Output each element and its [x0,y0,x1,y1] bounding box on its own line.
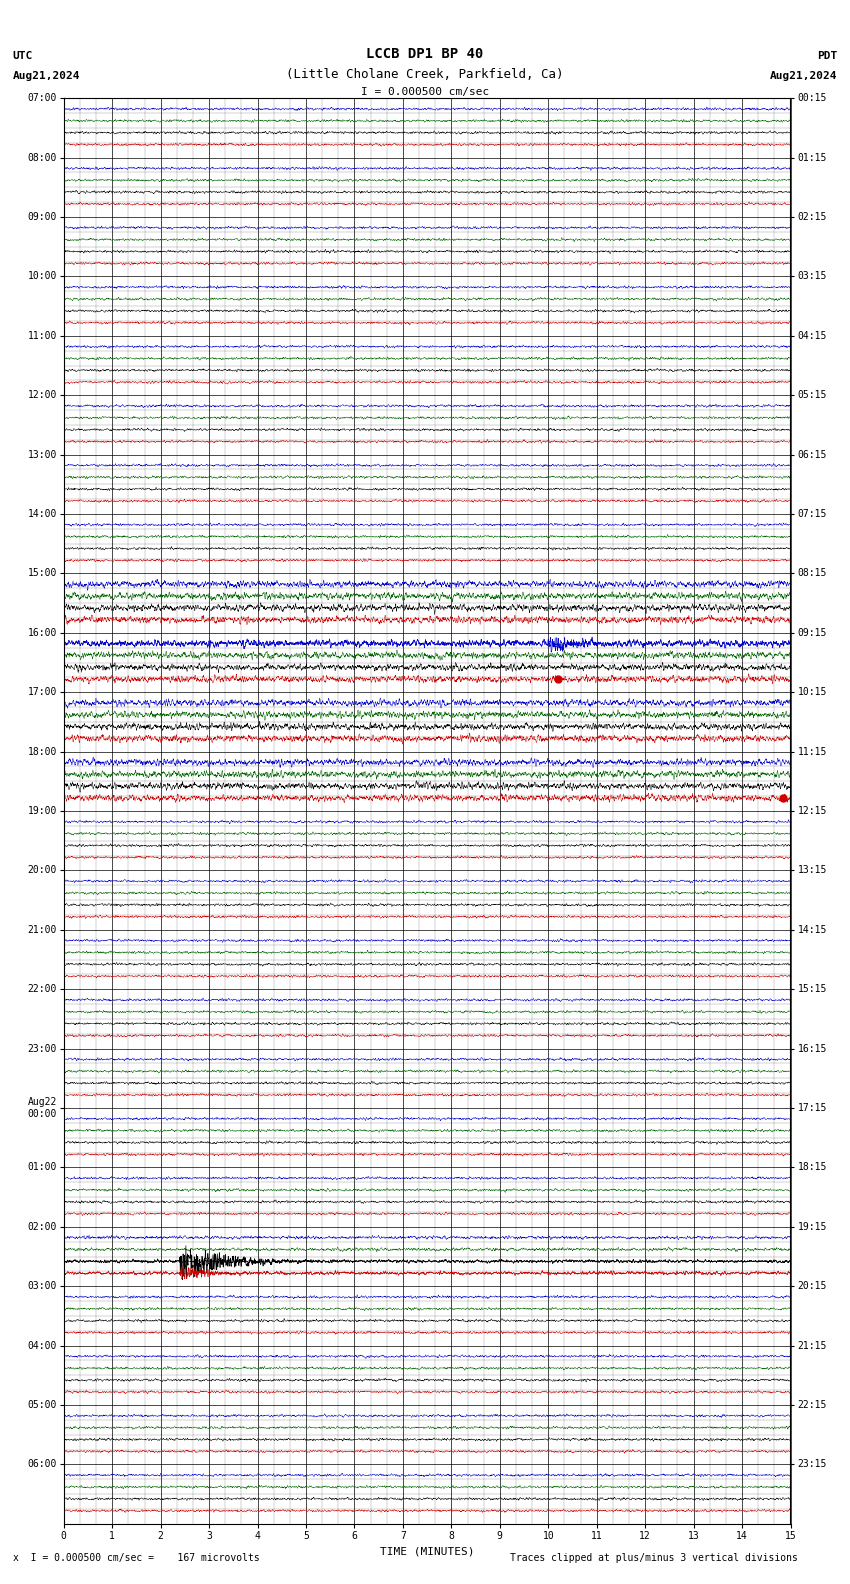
Text: PDT: PDT [817,51,837,60]
Text: Traces clipped at plus/minus 3 vertical divisions: Traces clipped at plus/minus 3 vertical … [510,1554,798,1563]
Text: I = 0.000500 cm/sec: I = 0.000500 cm/sec [361,87,489,97]
Text: LCCB DP1 BP 40: LCCB DP1 BP 40 [366,48,484,60]
Text: UTC: UTC [13,51,33,60]
X-axis label: TIME (MINUTES): TIME (MINUTES) [380,1546,474,1557]
Text: Aug21,2024: Aug21,2024 [13,71,80,81]
Text: x  I = 0.000500 cm/sec =    167 microvolts: x I = 0.000500 cm/sec = 167 microvolts [13,1554,259,1563]
Text: Aug21,2024: Aug21,2024 [770,71,837,81]
Text: (Little Cholane Creek, Parkfield, Ca): (Little Cholane Creek, Parkfield, Ca) [286,68,564,81]
